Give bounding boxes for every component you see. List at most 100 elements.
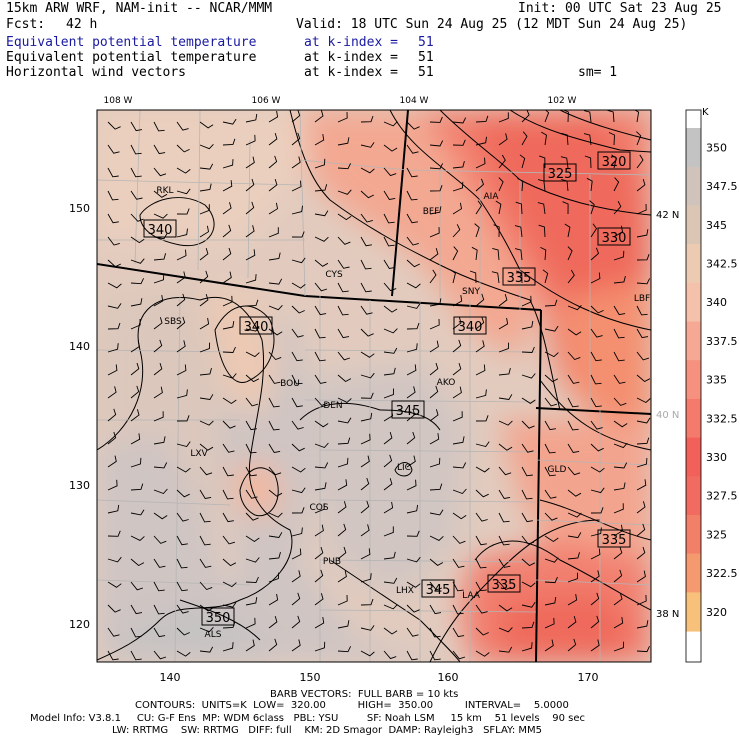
- wind-barb: [314, 374, 327, 384]
- wind-barb: [130, 509, 145, 516]
- wind-barb: [521, 320, 534, 330]
- wind-barb: [314, 305, 327, 316]
- wind-barb: [360, 282, 372, 293]
- wind-barb: [199, 204, 210, 215]
- wind-barb: [153, 386, 163, 399]
- wind-barb: [383, 236, 395, 247]
- wind-barb: [636, 570, 646, 583]
- wind-barb: [475, 200, 483, 215]
- wind-barb: [521, 443, 534, 453]
- colorbar-swatch: [686, 592, 701, 632]
- contour-labels: 340 340 345 340 335 330 325 320 345 335 335 350: [143, 151, 631, 626]
- wind-barb: [429, 433, 440, 445]
- wind-barb: [153, 558, 166, 568]
- wind-barb: [245, 249, 256, 261]
- wind-barb: [222, 397, 237, 405]
- wind-barb: [590, 223, 598, 238]
- wind-barb: [199, 626, 214, 633]
- svg-text:335: 335: [492, 578, 517, 593]
- wind-barb: [544, 512, 558, 521]
- wind-barb: [429, 509, 444, 516]
- wind-barb: [176, 535, 188, 546]
- wind-barb: [452, 117, 467, 124]
- wind-barb: [514, 248, 523, 261]
- wind-barb: [314, 236, 329, 242]
- wind-barb: [498, 394, 513, 400]
- longitude-label: 102 W: [548, 96, 577, 106]
- wind-barb: [314, 503, 325, 514]
- wind-barb: [337, 501, 347, 514]
- station-label: LXV: [190, 449, 208, 459]
- wind-barb: [383, 577, 398, 584]
- wind-barb: [521, 581, 536, 588]
- wind-barb: [291, 374, 303, 385]
- wind-barb: [521, 535, 535, 545]
- wind-barb: [130, 581, 144, 591]
- wind-barb: [567, 443, 580, 453]
- wind-barb: [498, 646, 513, 653]
- wind-barb: [519, 154, 526, 169]
- wind-barb: [429, 627, 441, 638]
- wind-barb: [475, 415, 489, 422]
- wind-barb: [360, 328, 374, 337]
- station-label: LBF: [634, 294, 650, 304]
- colorbar-tick-label: 322.5: [706, 567, 738, 580]
- wind-barb: [314, 641, 326, 652]
- wind-barb: [130, 627, 142, 638]
- wind-barb: [176, 121, 189, 131]
- wind-barb: [521, 397, 536, 404]
- wind-barb: [562, 201, 569, 215]
- wind-barb: [245, 178, 255, 192]
- station-label: COS: [309, 503, 328, 513]
- wind-barb: [493, 224, 500, 238]
- map-frame: [96, 109, 652, 663]
- wind-barb: [291, 257, 306, 264]
- wind-barb: [429, 185, 443, 192]
- wind-barb: [567, 466, 581, 476]
- contour-label: 335: [597, 529, 631, 548]
- wind-barb: [636, 546, 646, 560]
- wind-barb: [107, 213, 119, 224]
- wind-barb: [268, 110, 279, 123]
- colorbar-swatch: [686, 360, 701, 400]
- wind-barb: [245, 225, 255, 238]
- wind-barb: [475, 316, 485, 330]
- wind-barb: [542, 269, 549, 284]
- wind-barb: [107, 322, 121, 330]
- wind-barb: [636, 154, 644, 169]
- wind-barb: [613, 482, 626, 491]
- wind-barb: [567, 512, 582, 518]
- wind-barb: [635, 131, 642, 146]
- wind-barb: [337, 351, 351, 361]
- wind-barb: [383, 259, 396, 269]
- wind-barb: [567, 594, 578, 606]
- wind-barb: [222, 535, 236, 545]
- wind-barb: [245, 597, 258, 606]
- wind-barb: [590, 466, 605, 473]
- wind-barb: [268, 532, 283, 538]
- wind-barb: [452, 224, 461, 238]
- wind-barb: [544, 374, 559, 383]
- wind-barb: [590, 305, 604, 314]
- wind-barb: [360, 351, 375, 358]
- wind-barb: [314, 351, 326, 362]
- wind-barb: [567, 374, 580, 384]
- wind-barb: [360, 115, 374, 123]
- wind-barb: [590, 507, 604, 514]
- wind-barb: [452, 160, 465, 169]
- wind-barb: [452, 411, 463, 422]
- wind-barb: [544, 351, 559, 358]
- wind-barb: [590, 247, 600, 261]
- wind-barb: [406, 322, 420, 330]
- wind-barb: [337, 163, 352, 170]
- wind-barb: [429, 385, 439, 399]
- wind-barb: [176, 249, 187, 261]
- wind-barb: [130, 558, 145, 567]
- wind-barb: [498, 317, 509, 330]
- wind-barb: [452, 202, 462, 215]
- wind-barb: [521, 512, 533, 523]
- wind-barb: [291, 305, 305, 314]
- wind-barb: [268, 572, 280, 583]
- wind-barb: [153, 190, 168, 198]
- station-label: SBS: [164, 317, 182, 327]
